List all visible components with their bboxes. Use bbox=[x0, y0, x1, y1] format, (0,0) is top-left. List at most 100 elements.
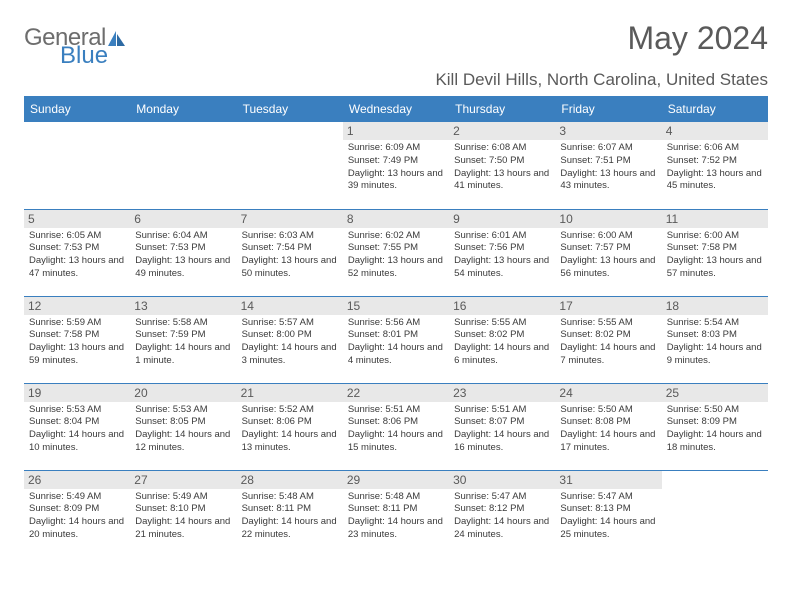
sunrise-text: Sunrise: 6:04 AM bbox=[135, 230, 231, 243]
daylight-text: Daylight: 13 hours and 49 minutes. bbox=[135, 255, 231, 281]
daylight-text: Daylight: 14 hours and 9 minutes. bbox=[667, 342, 763, 368]
daylight-text: Daylight: 14 hours and 23 minutes. bbox=[348, 516, 444, 542]
calendar-cell: 7 Sunrise: 6:03 AMSunset: 7:54 PMDaylight… bbox=[237, 209, 343, 296]
sunset-text: Sunset: 7:49 PM bbox=[348, 155, 444, 168]
day-number: 1 bbox=[343, 122, 449, 140]
sunrise-text: Sunrise: 5:53 AM bbox=[29, 404, 125, 417]
sunset-text: Sunset: 8:10 PM bbox=[135, 503, 231, 516]
sunset-text: Sunset: 7:56 PM bbox=[454, 242, 550, 255]
month-title: May 2024 bbox=[627, 20, 768, 57]
day-number: 23 bbox=[449, 384, 555, 402]
calendar-cell: 2 Sunrise: 6:08 AMSunset: 7:50 PMDaylight… bbox=[449, 122, 555, 209]
calendar-cell: 21 Sunrise: 5:52 AMSunset: 8:06 PMDayligh… bbox=[237, 383, 343, 470]
sunrise-text: Sunrise: 6:00 AM bbox=[667, 230, 763, 243]
day-info: Sunrise: 5:58 AMSunset: 7:59 PMDaylight:… bbox=[135, 317, 231, 368]
daylight-text: Daylight: 13 hours and 50 minutes. bbox=[242, 255, 338, 281]
day-number: 26 bbox=[24, 471, 130, 489]
day-number: 28 bbox=[237, 471, 343, 489]
daylight-text: Daylight: 14 hours and 17 minutes. bbox=[560, 429, 656, 455]
day-info: Sunrise: 5:54 AMSunset: 8:03 PMDaylight:… bbox=[667, 317, 763, 368]
day-info: Sunrise: 5:53 AMSunset: 8:05 PMDaylight:… bbox=[135, 404, 231, 455]
day-number: 2 bbox=[449, 122, 555, 140]
calendar-row: 26Sunrise: 5:49 AMSunset: 8:09 PMDayligh… bbox=[24, 470, 768, 557]
daylight-text: Daylight: 13 hours and 57 minutes. bbox=[667, 255, 763, 281]
sunset-text: Sunset: 8:06 PM bbox=[242, 416, 338, 429]
sunrise-text: Sunrise: 6:01 AM bbox=[454, 230, 550, 243]
day-number: 16 bbox=[449, 297, 555, 315]
sunset-text: Sunset: 7:54 PM bbox=[242, 242, 338, 255]
day-number: 31 bbox=[555, 471, 661, 489]
day-number: 9 bbox=[449, 210, 555, 228]
calendar-cell: 4Sunrise: 6:06 AMSunset: 7:52 PMDaylight… bbox=[662, 122, 768, 209]
sunset-text: Sunset: 7:53 PM bbox=[29, 242, 125, 255]
day-number: 7 bbox=[237, 210, 343, 228]
daylight-text: Daylight: 14 hours and 22 minutes. bbox=[242, 516, 338, 542]
sunset-text: Sunset: 7:53 PM bbox=[135, 242, 231, 255]
day-info: Sunrise: 6:06 AMSunset: 7:52 PMDaylight:… bbox=[667, 142, 763, 193]
day-number: 22 bbox=[343, 384, 449, 402]
sunset-text: Sunset: 7:59 PM bbox=[135, 329, 231, 342]
sunset-text: Sunset: 7:52 PM bbox=[667, 155, 763, 168]
day-header: Thursday bbox=[449, 96, 555, 122]
calendar-cell: 5Sunrise: 6:05 AMSunset: 7:53 PMDaylight… bbox=[24, 209, 130, 296]
sunrise-text: Sunrise: 5:47 AM bbox=[454, 491, 550, 504]
daylight-text: Daylight: 14 hours and 1 minute. bbox=[135, 342, 231, 368]
calendar-cell: 10Sunrise: 6:00 AMSunset: 7:57 PMDayligh… bbox=[555, 209, 661, 296]
daylight-text: Daylight: 14 hours and 12 minutes. bbox=[135, 429, 231, 455]
day-info: Sunrise: 5:48 AMSunset: 8:11 PMDaylight:… bbox=[242, 491, 338, 542]
daylight-text: Daylight: 13 hours and 54 minutes. bbox=[454, 255, 550, 281]
sunrise-text: Sunrise: 6:03 AM bbox=[242, 230, 338, 243]
sunrise-text: Sunrise: 5:49 AM bbox=[135, 491, 231, 504]
calendar-cell: 16Sunrise: 5:55 AMSunset: 8:02 PMDayligh… bbox=[449, 296, 555, 383]
calendar-cell: 3Sunrise: 6:07 AMSunset: 7:51 PMDaylight… bbox=[555, 122, 661, 209]
day-number: 21 bbox=[237, 384, 343, 402]
sunset-text: Sunset: 8:02 PM bbox=[454, 329, 550, 342]
sunset-text: Sunset: 8:12 PM bbox=[454, 503, 550, 516]
sunset-text: Sunset: 8:08 PM bbox=[560, 416, 656, 429]
day-info: Sunrise: 5:49 AMSunset: 8:10 PMDaylight:… bbox=[135, 491, 231, 542]
page-header: GeneralBlue May 2024 bbox=[24, 20, 768, 68]
day-number: 5 bbox=[24, 210, 130, 228]
sunset-text: Sunset: 8:07 PM bbox=[454, 416, 550, 429]
daylight-text: Daylight: 14 hours and 25 minutes. bbox=[560, 516, 656, 542]
sunrise-text: Sunrise: 5:47 AM bbox=[560, 491, 656, 504]
day-header: Wednesday bbox=[343, 96, 449, 122]
daylight-text: Daylight: 14 hours and 6 minutes. bbox=[454, 342, 550, 368]
day-info: Sunrise: 6:00 AMSunset: 7:57 PMDaylight:… bbox=[560, 230, 656, 281]
sunset-text: Sunset: 7:58 PM bbox=[667, 242, 763, 255]
day-info: Sunrise: 6:08 AMSunset: 7:50 PMDaylight:… bbox=[454, 142, 550, 193]
daylight-text: Daylight: 14 hours and 20 minutes. bbox=[29, 516, 125, 542]
day-info: Sunrise: 5:53 AMSunset: 8:04 PMDaylight:… bbox=[29, 404, 125, 455]
day-number: 11 bbox=[662, 210, 768, 228]
calendar-cell: 13Sunrise: 5:58 AMSunset: 7:59 PMDayligh… bbox=[130, 296, 236, 383]
logo-text-blue: Blue bbox=[60, 42, 108, 69]
calendar-row: 5Sunrise: 6:05 AMSunset: 7:53 PMDaylight… bbox=[24, 209, 768, 296]
daylight-text: Daylight: 14 hours and 10 minutes. bbox=[29, 429, 125, 455]
daylight-text: Daylight: 14 hours and 18 minutes. bbox=[667, 429, 763, 455]
day-number: 17 bbox=[555, 297, 661, 315]
day-header: Saturday bbox=[662, 96, 768, 122]
sunset-text: Sunset: 8:05 PM bbox=[135, 416, 231, 429]
sunset-text: Sunset: 8:06 PM bbox=[348, 416, 444, 429]
day-info: Sunrise: 5:59 AMSunset: 7:58 PMDaylight:… bbox=[29, 317, 125, 368]
daylight-text: Daylight: 14 hours and 3 minutes. bbox=[242, 342, 338, 368]
day-number: 25 bbox=[662, 384, 768, 402]
sunset-text: Sunset: 7:58 PM bbox=[29, 329, 125, 342]
brand-logo: GeneralBlue bbox=[24, 20, 127, 68]
sunrise-text: Sunrise: 5:57 AM bbox=[242, 317, 338, 330]
sunrise-text: Sunrise: 6:06 AM bbox=[667, 142, 763, 155]
day-number: 6 bbox=[130, 210, 236, 228]
calendar-cell: 12Sunrise: 5:59 AMSunset: 7:58 PMDayligh… bbox=[24, 296, 130, 383]
day-info: Sunrise: 5:52 AMSunset: 8:06 PMDaylight:… bbox=[242, 404, 338, 455]
calendar-cell: 1Sunrise: 6:09 AMSunset: 7:49 PMDaylight… bbox=[343, 122, 449, 209]
sunrise-text: Sunrise: 6:07 AM bbox=[560, 142, 656, 155]
day-info: Sunrise: 5:48 AMSunset: 8:11 PMDaylight:… bbox=[348, 491, 444, 542]
day-header-row: SundayMondayTuesdayWednesdayThursdayFrid… bbox=[24, 96, 768, 122]
day-number: 27 bbox=[130, 471, 236, 489]
day-number: 29 bbox=[343, 471, 449, 489]
sunrise-text: Sunrise: 5:48 AM bbox=[348, 491, 444, 504]
calendar-cell: 6 Sunrise: 6:04 AMSunset: 7:53 PMDaylight… bbox=[130, 209, 236, 296]
daylight-text: Daylight: 13 hours and 56 minutes. bbox=[560, 255, 656, 281]
day-info: Sunrise: 6:01 AMSunset: 7:56 PMDaylight:… bbox=[454, 230, 550, 281]
daylight-text: Daylight: 13 hours and 43 minutes. bbox=[560, 168, 656, 194]
